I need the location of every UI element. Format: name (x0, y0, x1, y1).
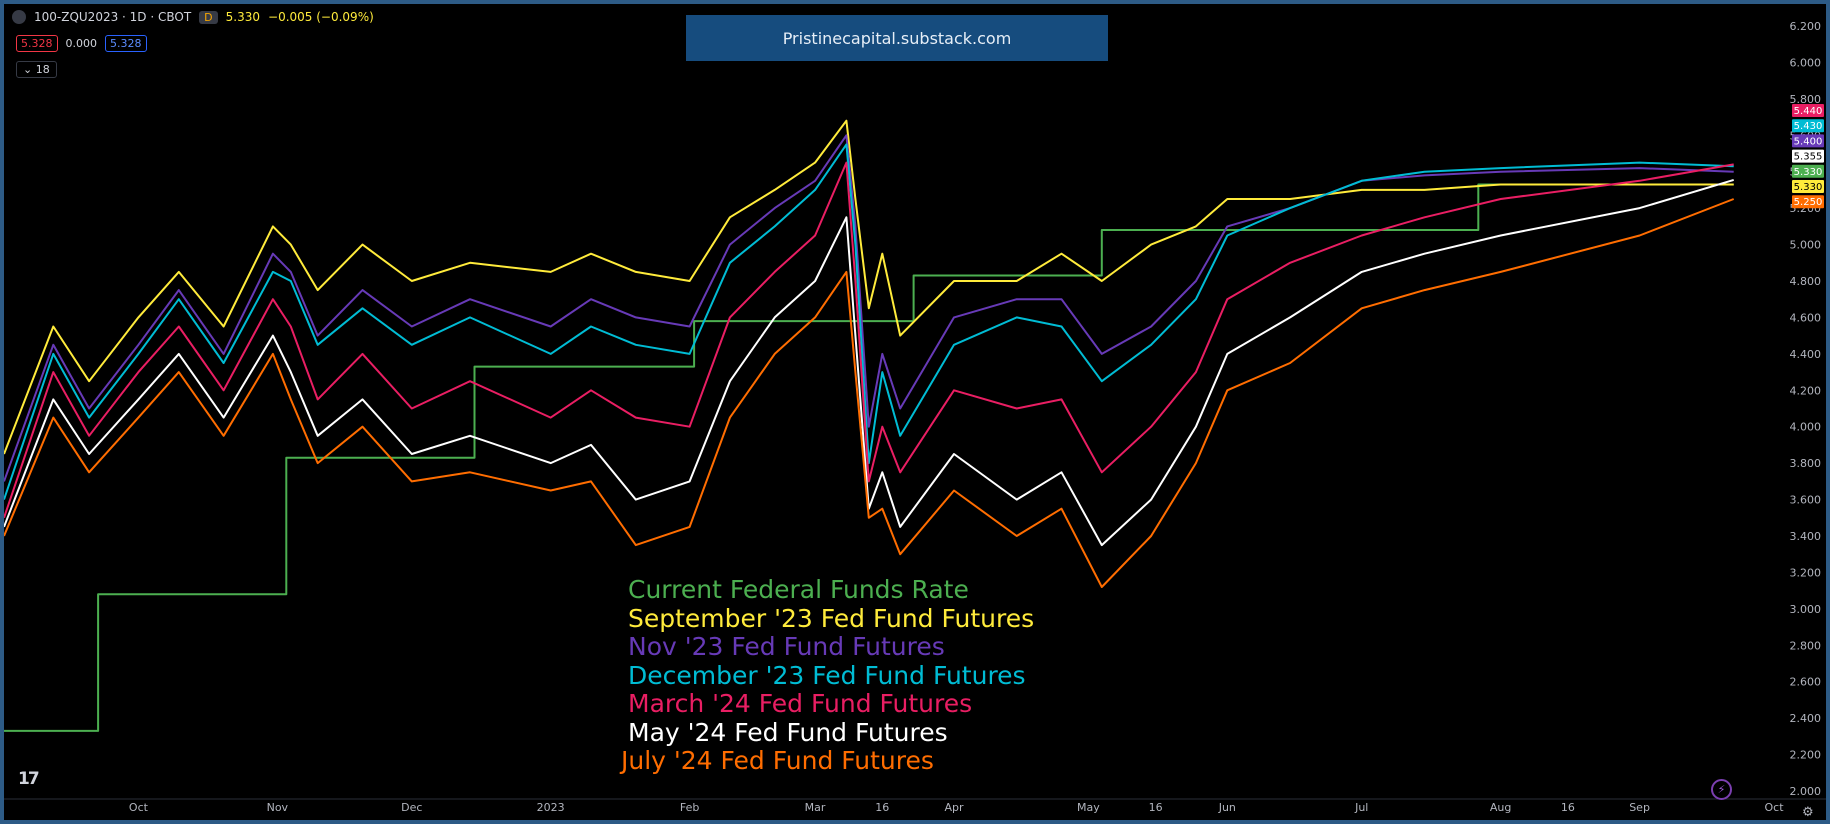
series-line-3[interactable] (4, 143, 1734, 500)
y-tick-label: 2.800 (1790, 639, 1822, 652)
x-tick-label: 16 (1561, 801, 1575, 814)
indicator-row: 5.328 0.000 5.328 (16, 35, 147, 52)
change-value: −0.005 (−0.09%) (268, 10, 374, 24)
x-tick-label: Dec (401, 801, 422, 814)
price-tag-label: 5.330 (1794, 182, 1823, 193)
y-tick-label: 2.400 (1790, 712, 1822, 725)
x-axis: Oct Nov Dec 2023 Feb Mar 16 Apr May 16 Jun Jul Aug 16… (4, 798, 1826, 814)
y-tick-label: 6.200 (1790, 20, 1822, 33)
series-layer (4, 119, 1735, 732)
legend-entry: March '24 Fed Fund Futures (628, 689, 973, 718)
price-tag: 5.400 (1792, 134, 1824, 148)
y-tick-label: 3.800 (1790, 457, 1822, 470)
lightning-icon[interactable]: ⚡ (1711, 779, 1732, 800)
price-tag-label: 5.430 (1794, 121, 1823, 132)
price-tag: 5.355 (1792, 149, 1824, 163)
symbol-header: 100-ZQU2023 · 1D · CBOT D 5.330 −0.005 (… (12, 10, 374, 24)
price-tag: 5.330 (1792, 164, 1824, 178)
price-tag-label: 5.400 (1794, 136, 1823, 147)
x-tick-label: 2023 (537, 801, 565, 814)
legend-entry: September '23 Fed Fund Futures (628, 603, 1035, 633)
y-tick-label: 2.000 (1790, 785, 1822, 798)
y-tick-label: 3.200 (1790, 566, 1822, 579)
y-tick-label: 3.400 (1790, 530, 1822, 543)
series-line-1[interactable] (4, 119, 1734, 455)
y-tick-label: 6.000 (1790, 56, 1822, 69)
x-tick-label: Oct (1764, 801, 1784, 814)
symbol-title[interactable]: 100-ZQU2023 · 1D · CBOT (34, 10, 192, 24)
legend-entry: Nov '23 Fed Fund Futures (628, 632, 945, 661)
series-line-2[interactable] (4, 134, 1734, 482)
price-tag: 5.250 (1792, 195, 1824, 209)
y-tick-label: 4.800 (1790, 275, 1822, 288)
price-tag-label: 5.440 (1794, 106, 1823, 117)
legend-entry: Current Federal Funds Rate (628, 575, 969, 604)
legend-entry: December '23 Fed Fund Futures (628, 660, 1026, 690)
series-line-6[interactable] (4, 198, 1735, 588)
x-tick-label: Jul (1354, 801, 1368, 814)
y-tick-label: 4.600 (1790, 311, 1822, 324)
banner-text: Pristinecapital.substack.com (782, 28, 1012, 48)
y-tick-label: 4.000 (1790, 421, 1822, 434)
delayed-badge: D (199, 10, 218, 24)
mid-value: 0.000 (65, 37, 98, 50)
y-tick-label: 2.200 (1790, 749, 1822, 762)
gear-icon[interactable]: ⚙ (1802, 805, 1814, 820)
chart-plot[interactable]: 6.2006.0005.8005.6005.4005.2005.0004.800… (4, 4, 1826, 820)
y-tick-label: 3.000 (1790, 603, 1822, 616)
price-tag: 5.430 (1792, 119, 1824, 133)
price-tag: 5.440 (1792, 104, 1824, 117)
y-tick-label: 4.200 (1790, 384, 1822, 397)
red-pill[interactable]: 5.328 (16, 35, 58, 52)
series-line-5[interactable] (4, 178, 1734, 547)
price-tags: 5.440 5.430 5.400 5.355 5.330 5.330 5.250 (1792, 104, 1824, 209)
last-value: 5.330 (225, 10, 261, 24)
banner: Pristinecapital.substack.com (686, 15, 1108, 61)
legend-entry: July '24 Fed Fund Futures (621, 746, 934, 775)
price-tag-label: 5.250 (1794, 197, 1823, 208)
price-tag: 5.330 (1792, 180, 1824, 193)
y-tick-label: 5.000 (1790, 239, 1822, 252)
y-tick-label: 2.600 (1790, 676, 1822, 689)
x-tick-label: Jun (1218, 801, 1236, 814)
x-tick-label: Nov (267, 801, 289, 814)
x-tick-label: 16 (875, 801, 889, 814)
symbol-icon (12, 10, 26, 24)
collapse-button[interactable]: ⌄ 18 (16, 61, 57, 78)
x-tick-label: 16 (1149, 801, 1163, 814)
price-tag-label: 5.330 (1794, 167, 1823, 178)
x-tick-label: Apr (944, 801, 964, 814)
tradingview-logo-icon[interactable]: 17 (18, 769, 40, 789)
series-line-4[interactable] (4, 161, 1734, 519)
y-tick-label: 3.600 (1790, 494, 1822, 507)
x-tick-label: Mar (805, 801, 826, 814)
x-tick-label: Feb (680, 801, 699, 814)
x-tick-label: May (1077, 801, 1100, 814)
price-tag-label: 5.355 (1794, 152, 1823, 163)
x-tick-label: Oct (129, 801, 149, 814)
y-tick-label: 4.400 (1790, 348, 1822, 361)
collapse-count: 18 (35, 63, 50, 76)
chevron-down-icon: ⌄ (23, 63, 33, 76)
legend-entry: May '24 Fed Fund Futures (628, 717, 948, 747)
x-tick-label: Sep (1629, 801, 1650, 814)
x-tick-label: Aug (1490, 801, 1511, 814)
y-tick-label: 5.800 (1790, 93, 1822, 106)
blue-pill[interactable]: 5.328 (105, 35, 147, 52)
